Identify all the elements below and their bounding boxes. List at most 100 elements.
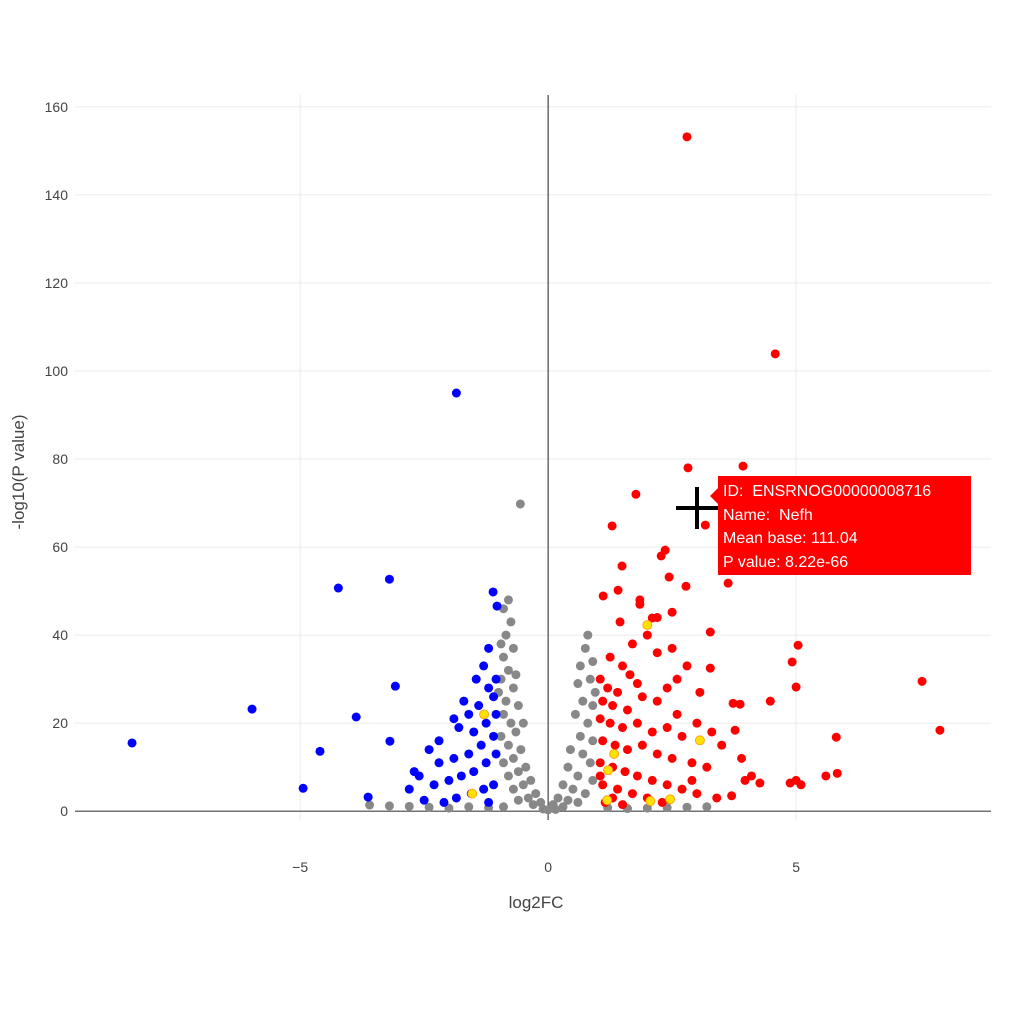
up-point[interactable] [821,771,831,781]
ns-point[interactable] [702,802,712,812]
up-point[interactable] [796,780,806,790]
up-point[interactable] [746,771,756,781]
ns-point[interactable] [585,758,595,768]
up-point[interactable] [677,784,687,794]
highlight-point[interactable] [609,749,619,759]
down-point[interactable] [351,712,361,722]
down-point[interactable] [474,701,484,711]
down-point[interactable] [492,601,502,611]
ns-point[interactable] [503,771,513,781]
up-point[interactable] [617,561,627,571]
highlight-point[interactable] [467,788,478,799]
up-point[interactable] [765,696,775,706]
up-point[interactable] [705,627,715,637]
down-point[interactable] [464,749,474,759]
up-point[interactable] [755,778,765,788]
ns-point[interactable] [513,767,523,777]
down-point[interactable] [247,704,257,714]
up-point[interactable] [917,676,927,686]
down-point[interactable] [409,767,419,777]
ns-point[interactable] [538,804,548,814]
down-point[interactable] [385,736,395,746]
up-point[interactable] [656,551,666,561]
ns-point[interactable] [583,718,593,728]
ns-point[interactable] [365,800,375,810]
up-point[interactable] [647,727,657,737]
up-point[interactable] [598,780,608,790]
ns-point[interactable] [568,784,578,794]
down-point[interactable] [298,783,308,793]
down-point[interactable] [479,661,489,671]
up-point[interactable] [662,683,672,693]
down-point[interactable] [390,681,400,691]
up-point[interactable] [607,521,617,531]
down-point[interactable] [384,574,394,584]
up-point[interactable] [598,736,608,746]
up-point[interactable] [687,775,697,785]
up-point[interactable] [613,687,623,697]
ns-point[interactable] [498,709,508,719]
ns-point[interactable] [508,643,518,653]
up-point[interactable] [667,643,677,653]
ns-point[interactable] [573,771,583,781]
ns-point[interactable] [573,679,583,689]
down-point[interactable] [333,583,343,593]
down-point[interactable] [491,674,501,684]
up-point[interactable] [605,718,615,728]
ns-point[interactable] [558,780,568,790]
down-point[interactable] [484,643,494,653]
highlight-point[interactable] [694,735,705,746]
up-point[interactable] [598,696,608,706]
up-point[interactable] [682,132,692,142]
up-point[interactable] [728,698,738,708]
up-point[interactable] [642,630,652,640]
down-point[interactable] [127,738,137,748]
up-point[interactable] [618,800,628,810]
ns-point[interactable] [464,802,474,812]
down-point[interactable] [481,758,491,768]
ns-point[interactable] [558,802,568,812]
up-point[interactable] [707,727,717,737]
up-point[interactable] [735,699,745,709]
up-point[interactable] [598,591,608,601]
highlight-point[interactable] [642,620,653,630]
up-point[interactable] [662,780,672,790]
up-point[interactable] [652,613,662,623]
ns-point[interactable] [588,701,598,711]
up-point[interactable] [717,740,727,750]
ns-point[interactable] [565,745,575,755]
down-point[interactable] [489,780,499,790]
down-point[interactable] [444,775,454,785]
down-point[interactable] [459,696,469,706]
ns-point[interactable] [580,643,590,653]
ns-point[interactable] [511,670,521,680]
down-point[interactable] [451,793,461,803]
up-point[interactable] [831,732,841,742]
highlight-point[interactable] [603,765,614,776]
ns-point[interactable] [508,683,518,693]
down-point[interactable] [481,718,491,728]
highlight-point[interactable] [602,795,613,806]
up-point[interactable] [695,687,705,697]
ns-point[interactable] [501,696,511,706]
down-point[interactable] [471,674,481,684]
ns-point[interactable] [503,665,513,675]
up-point[interactable] [712,793,722,803]
ns-point[interactable] [506,617,516,627]
ns-point[interactable] [526,775,536,785]
up-point[interactable] [664,572,674,582]
up-point[interactable] [618,661,628,671]
up-point[interactable] [605,652,615,662]
ns-point[interactable] [585,674,595,684]
up-point[interactable] [730,725,740,735]
down-point[interactable] [434,758,444,768]
ns-point[interactable] [528,800,538,810]
up-point[interactable] [672,709,682,719]
ns-point[interactable] [682,802,692,812]
highlight-point[interactable] [645,796,656,806]
up-point[interactable] [672,674,682,684]
ns-point[interactable] [580,789,590,799]
ns-point[interactable] [503,595,513,605]
up-point[interactable] [692,718,702,728]
ns-point[interactable] [503,740,513,750]
